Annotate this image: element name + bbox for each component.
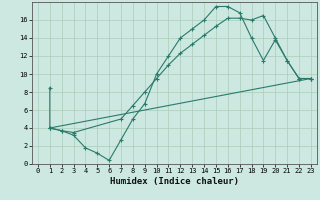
X-axis label: Humidex (Indice chaleur): Humidex (Indice chaleur) xyxy=(110,177,239,186)
